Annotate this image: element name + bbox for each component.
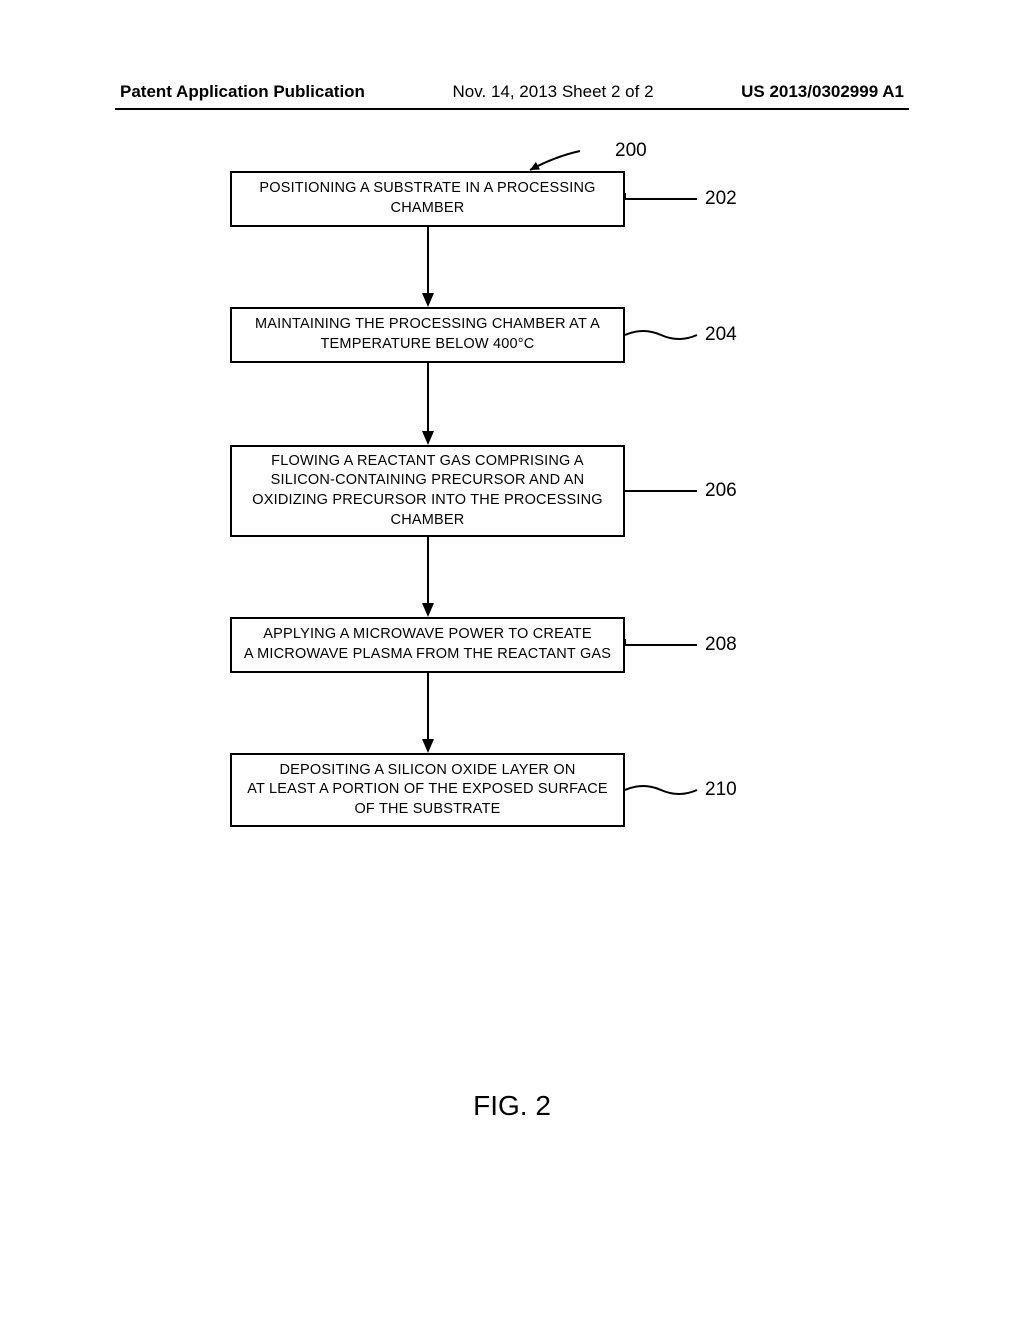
leader-line [625, 627, 701, 663]
flow-arrow [418, 673, 438, 753]
leader-line [625, 317, 701, 353]
ref-210: 210 [705, 779, 737, 801]
flow-arrow [418, 363, 438, 445]
header-rule [115, 108, 909, 110]
flow-step: APPLYING A MICROWAVE POWER TO CREATE A M… [230, 617, 625, 673]
flow-step: DEPOSITING A SILICON OXIDE LAYER ON AT L… [230, 753, 625, 827]
leader-line [625, 772, 701, 808]
ref-202: 202 [705, 188, 737, 210]
figure-label: FIG. 2 [0, 1090, 1024, 1122]
ref-204: 204 [705, 324, 737, 346]
flow-step: FLOWING A REACTANT GAS COMPRISING A SILI… [230, 445, 625, 537]
flow-arrow [418, 537, 438, 617]
ref-208: 208 [705, 634, 737, 656]
leader-line [625, 181, 701, 217]
header-right: US 2013/0302999 A1 [741, 82, 904, 102]
ref-206: 206 [705, 480, 737, 502]
header-mid: Nov. 14, 2013 Sheet 2 of 2 [453, 82, 654, 102]
flow-step: MAINTAINING THE PROCESSING CHAMBER AT A … [230, 307, 625, 363]
page-header: Patent Application Publication Nov. 14, … [120, 82, 904, 102]
flow-step: POSITIONING A SUBSTRATE IN A PROCESSING … [230, 171, 625, 227]
leader-line [625, 473, 701, 509]
flow-arrow [418, 227, 438, 307]
header-left: Patent Application Publication [120, 82, 365, 102]
ref-200: 200 [615, 140, 647, 162]
page: Patent Application Publication Nov. 14, … [0, 0, 1024, 1320]
